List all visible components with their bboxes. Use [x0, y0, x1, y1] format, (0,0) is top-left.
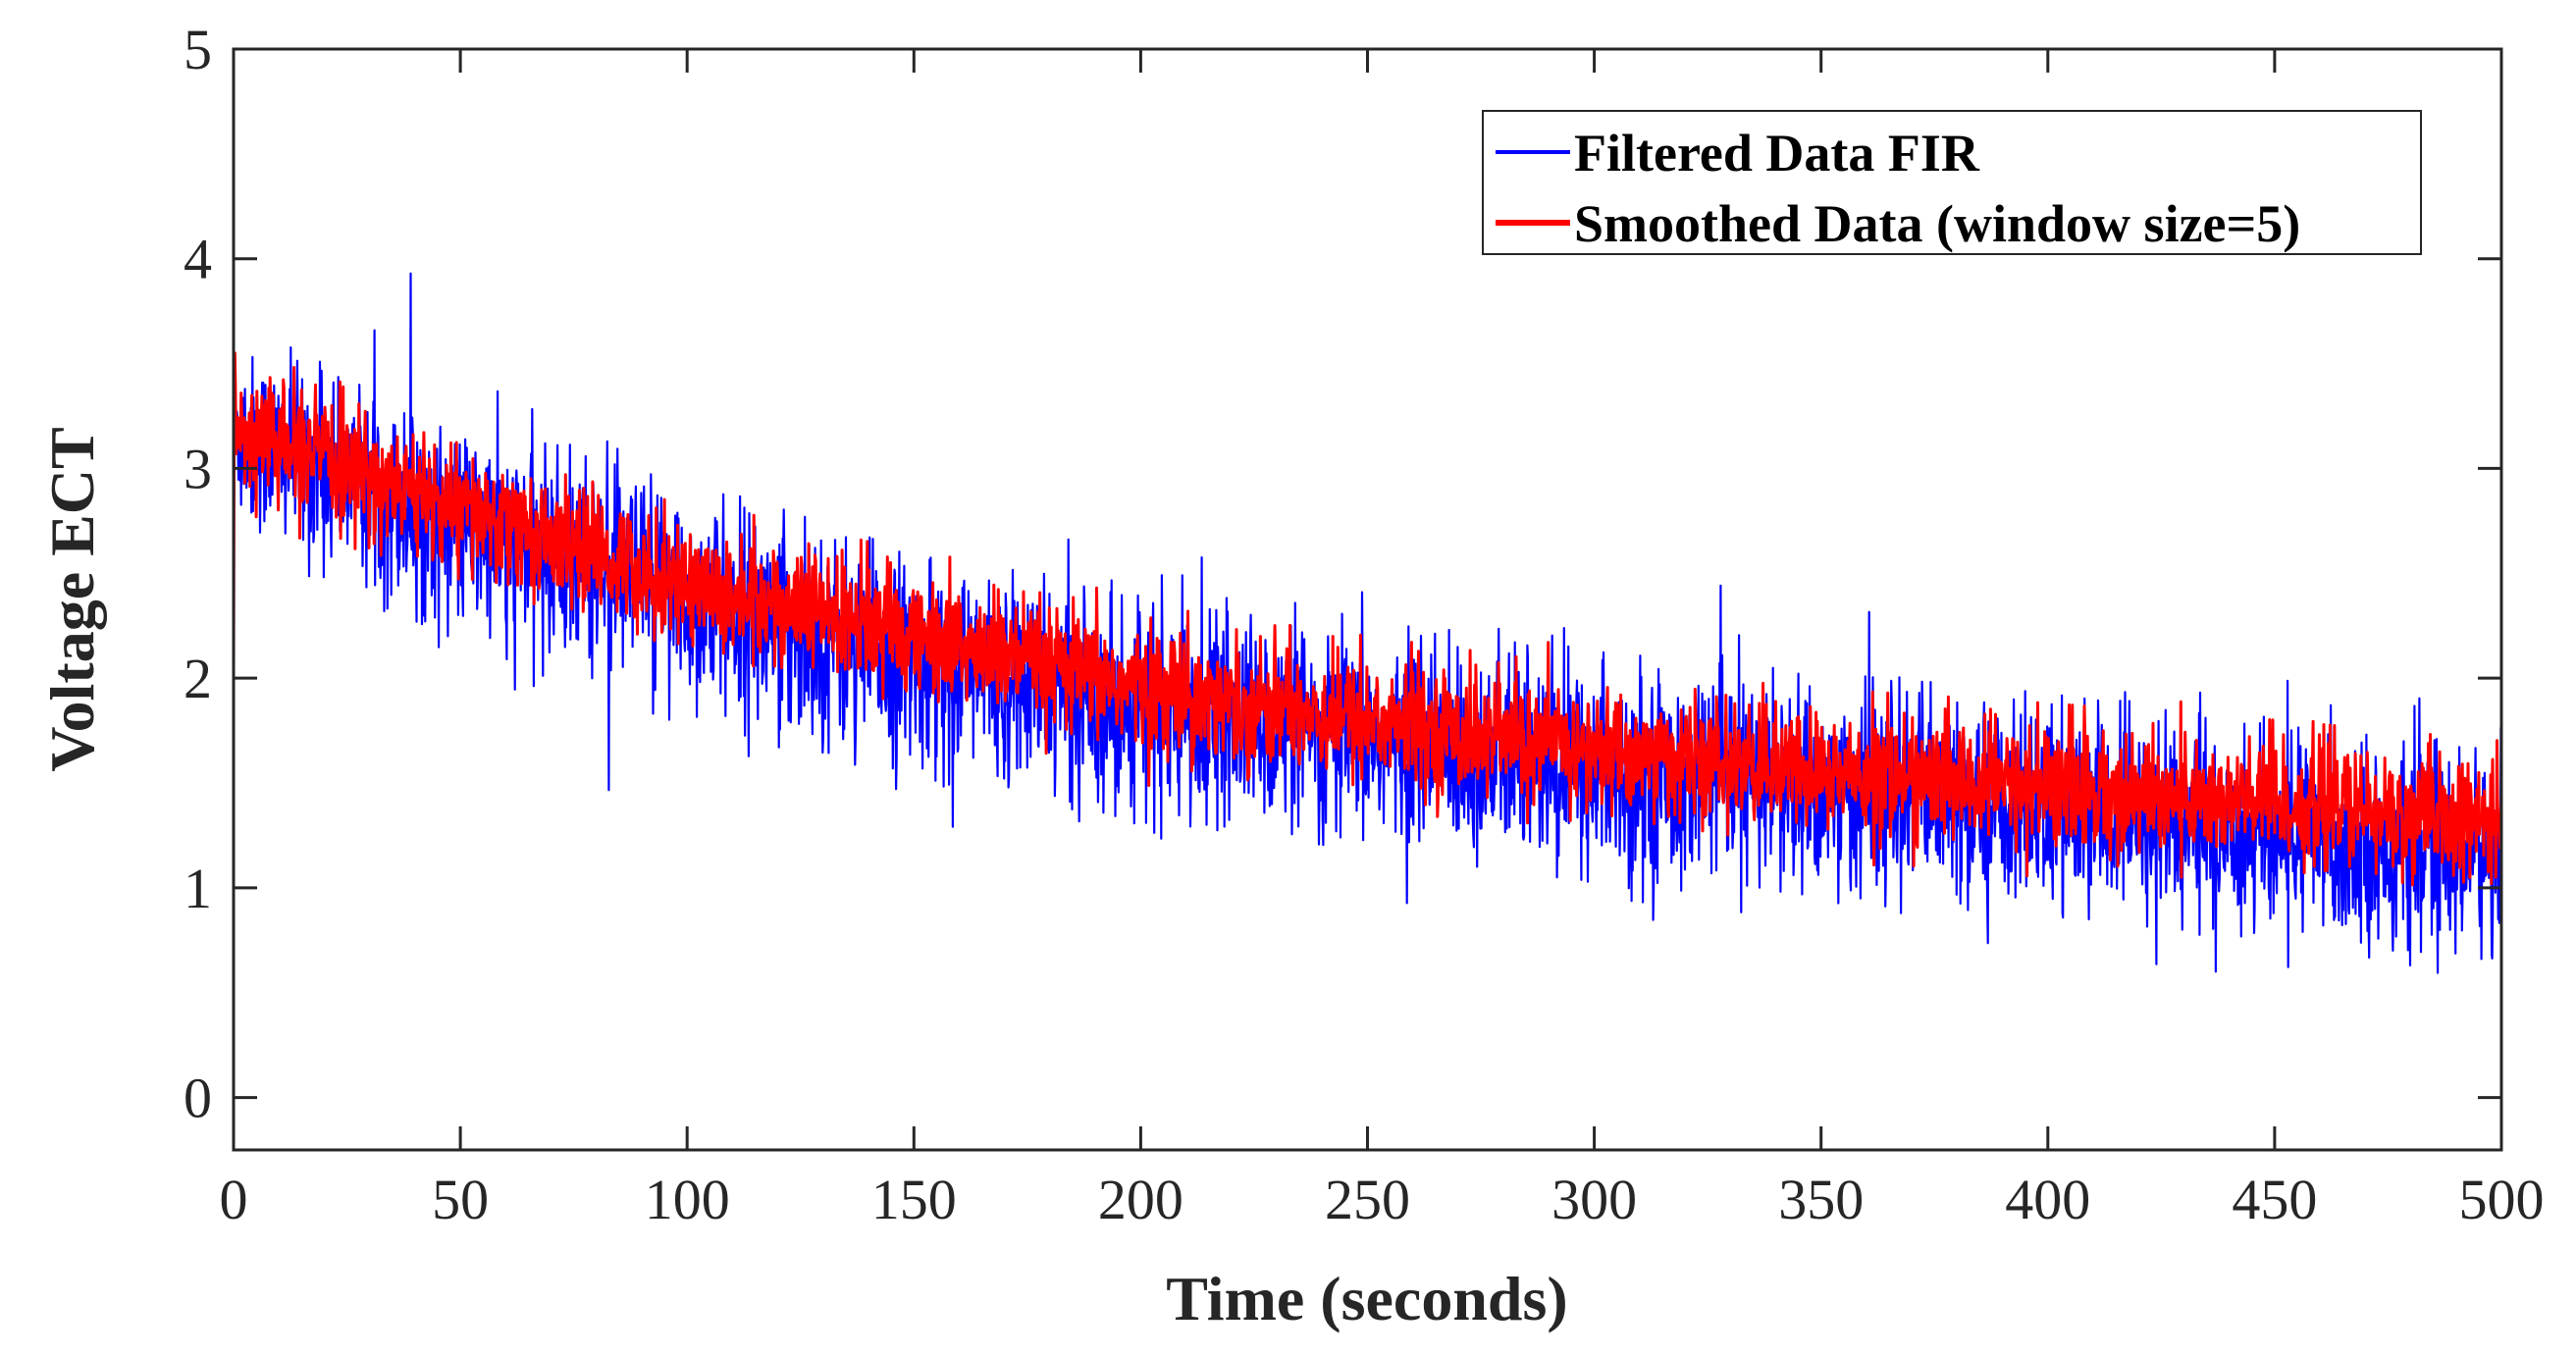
y-axis-title: Voltage ECT — [37, 427, 107, 771]
x-tick-label-200: 200 — [1098, 1168, 1183, 1231]
x-tick-label-0: 0 — [220, 1168, 248, 1231]
legend-label-smoothed: Smoothed Data (window size=5) — [1574, 194, 2300, 253]
x-tick-label-250: 250 — [1325, 1168, 1410, 1231]
x-tick-label-450: 450 — [2232, 1168, 2317, 1231]
legend: Filtered Data FIR Smoothed Data (window … — [1482, 110, 2422, 255]
x-tick-label-500: 500 — [2459, 1168, 2545, 1231]
y-tick-label-0: 0 — [184, 1067, 212, 1130]
y-tick-label-2: 2 — [184, 647, 212, 710]
series-smoothed-line — [234, 351, 2501, 887]
x-tick-label-100: 100 — [645, 1168, 730, 1231]
x-axis-title: Time (seconds) — [1166, 1264, 1567, 1333]
y-tick-label-1: 1 — [184, 857, 212, 920]
y-tick-label-4: 4 — [184, 228, 212, 291]
x-tick-label-350: 350 — [1778, 1168, 1864, 1231]
x-tick-label-300: 300 — [1551, 1168, 1637, 1231]
y-tick-label-5: 5 — [184, 18, 212, 81]
x-tick-label-400: 400 — [2005, 1168, 2090, 1231]
y-tick-label-3: 3 — [184, 437, 212, 500]
legend-box — [1482, 110, 2422, 255]
legend-label-filtered: Filtered Data FIR — [1574, 124, 1980, 182]
x-tick-label-50: 50 — [432, 1168, 489, 1231]
x-tick-label-150: 150 — [871, 1168, 957, 1231]
